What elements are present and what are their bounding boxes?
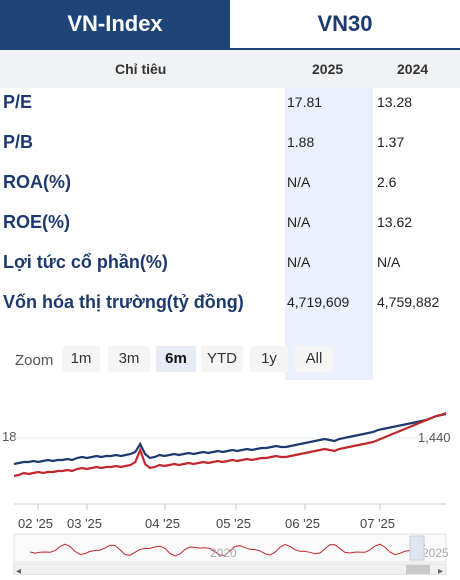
header-metric: Chỉ tiêu (115, 61, 167, 77)
navigator-handle (409, 535, 425, 561)
tab-underline (0, 48, 460, 50)
column-highlight-2025 (285, 88, 373, 380)
table-row: ROE(%) N/A 13.62 (0, 212, 460, 252)
row-label: Lợi tức cổ phần(%) (3, 252, 168, 272)
row-label: Vốn hóa thị trường(tỷ đồng) (3, 292, 244, 312)
value-2024: 13.62 (377, 214, 413, 230)
x-tick-label: 02 '25 (18, 516, 53, 531)
value-2024: 13.28 (377, 94, 413, 110)
x-tick-label: 03 '25 (67, 516, 102, 531)
row-label: P/B (3, 132, 34, 152)
value-2024: 4,759,882 (377, 294, 440, 310)
navigator-label: 2025 (422, 546, 449, 560)
scroll-right-arrow: ▸ (438, 566, 443, 575)
navigator-label: 2020 (210, 546, 237, 560)
y-tick-label: 18 (2, 429, 16, 444)
index-chart: 18 1,440 02 '25 03 '25 04 '25 05 '25 06 '25 07 … (0, 400, 460, 577)
x-tick-label: 05 '25 (216, 516, 251, 531)
zoom-1y-button[interactable]: 1y (250, 346, 288, 372)
navigator-area (13, 533, 447, 563)
series-line-1 (13, 411, 447, 478)
tab-vn-index[interactable]: VN-Index (0, 0, 230, 48)
series-line-0 (13, 412, 447, 466)
scroll-left-arrow: ◂ (16, 566, 21, 575)
zoom-label: Zoom (15, 352, 54, 369)
table-row: P/B 1.88 1.37 (0, 132, 460, 172)
value-2025: N/A (287, 254, 311, 270)
table-row: Lợi tức cổ phần(%) N/A N/A (0, 252, 460, 292)
value-2024: 2.6 (377, 174, 397, 190)
row-label: ROA(%) (3, 172, 71, 192)
zoom-6m-button[interactable]: 6m (156, 346, 196, 372)
zoom-ytd-button[interactable]: YTD (201, 346, 243, 372)
value-2025: 4,719,609 (287, 294, 350, 310)
x-tick-label: 06 '25 (285, 516, 320, 531)
value-2025: N/A (287, 174, 311, 190)
scrollbar-track (13, 563, 447, 576)
row-label: P/E (3, 92, 33, 112)
value-2025: 1.88 (287, 134, 315, 150)
navigator-series (29, 543, 426, 557)
value-2024: N/A (377, 254, 401, 270)
table-row: Vốn hóa thị trường(tỷ đồng) 4,719,609 4,… (0, 292, 460, 332)
zoom-bar: Zoom 1m 3m 6m YTD 1y All (0, 344, 460, 374)
header-2024: 2024 (397, 61, 429, 77)
zoom-1m-button[interactable]: 1m (62, 346, 100, 372)
tab-vn30[interactable]: VN30 (230, 0, 460, 48)
scrollbar-thumb (406, 565, 430, 574)
table-header: Chỉ tiêu 2025 2024 (0, 50, 460, 88)
value-2025: N/A (287, 214, 311, 230)
row-label: ROE(%) (3, 212, 70, 232)
y-tick-label-right: 1,440 (418, 430, 451, 445)
value-2025: 17.81 (287, 94, 323, 110)
table-row: P/E 17.81 13.28 (0, 92, 460, 132)
value-2024: 1.37 (377, 134, 405, 150)
zoom-all-button[interactable]: All (295, 346, 333, 372)
zoom-3m-button[interactable]: 3m (108, 346, 150, 372)
index-tabs: VN-Index VN30 (0, 0, 460, 48)
x-tick-label: 07 '25 (360, 516, 395, 531)
table-row: ROA(%) N/A 2.6 (0, 172, 460, 212)
x-tick-label: 04 '25 (145, 516, 180, 531)
header-2025: 2025 (312, 61, 344, 77)
chart-svg: 18 1,440 02 '25 03 '25 04 '25 05 '25 06 '25 07 … (2, 411, 451, 577)
